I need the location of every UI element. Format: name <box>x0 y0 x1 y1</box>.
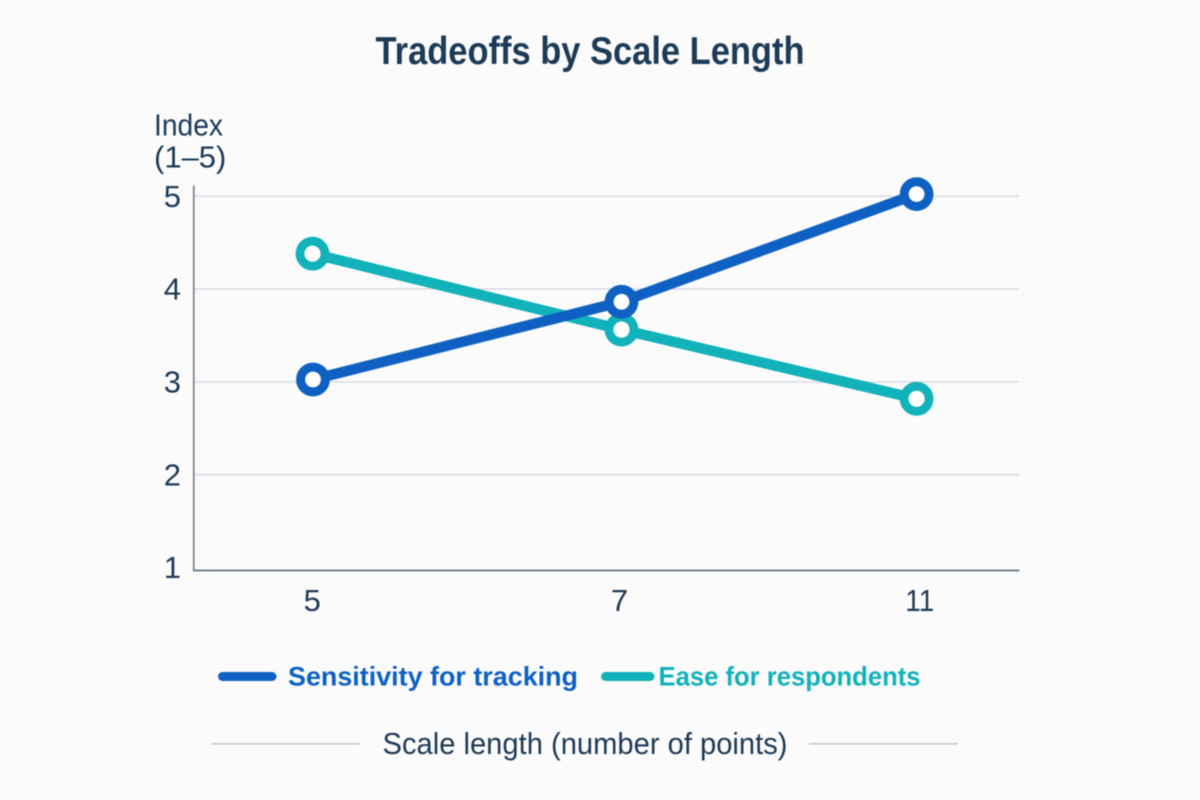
svg-text:11: 11 <box>905 583 934 618</box>
svg-text:3: 3 <box>164 365 181 400</box>
svg-text:5: 5 <box>164 179 181 214</box>
svg-text:Sensitivity for tracking: Sensitivity for tracking <box>288 661 578 691</box>
svg-text:2: 2 <box>164 457 181 492</box>
svg-text:Ease for respondents: Ease for respondents <box>659 661 921 691</box>
svg-text:(1–5): (1–5) <box>154 139 226 174</box>
svg-text:5: 5 <box>304 583 321 618</box>
svg-text:1: 1 <box>164 550 181 585</box>
svg-text:Tradeoffs by Scale Length: Tradeoffs by Scale Length <box>376 30 805 73</box>
svg-text:Scale length (number of points: Scale length (number of points) <box>383 726 788 761</box>
svg-text:7: 7 <box>611 583 628 618</box>
svg-text:4: 4 <box>164 272 181 307</box>
svg-text:Index: Index <box>154 107 223 142</box>
